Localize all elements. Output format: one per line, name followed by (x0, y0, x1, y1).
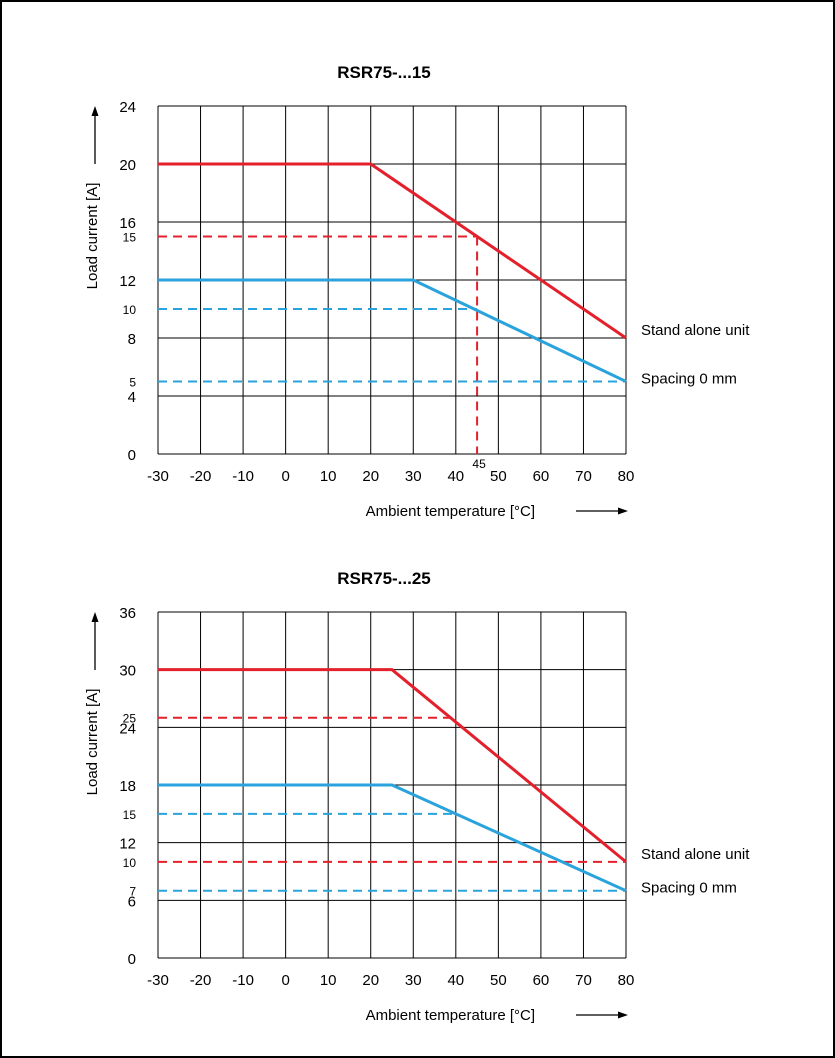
chart1-x-tick-label: -30 (147, 468, 169, 485)
chart2-y-tick-label: 30 (119, 663, 136, 680)
chart1-y-axis-arrow-head (91, 106, 99, 116)
chart2-x-axis-label: Ambient temperature [°C] (366, 1007, 535, 1024)
chart2-x-tick-label: 80 (618, 972, 635, 989)
chart1-x-tick-label: 50 (490, 468, 507, 485)
chart1-y-tick-label: 16 (119, 215, 136, 232)
chart1-y-tick-label: 4 (128, 389, 136, 406)
chart1-series-label-1: Stand alone unit (641, 322, 750, 339)
chart2-reference-label-10: 10 (123, 856, 137, 870)
chart2-reference-label-7: 7 (129, 885, 136, 899)
chart1-x-tick-label: 10 (320, 468, 337, 485)
chart1-reference-label-5: 5 (129, 376, 136, 390)
chart2-x-tick-label: 40 (447, 972, 464, 989)
chart1-y-tick-label: 8 (128, 331, 136, 348)
chart2-x-tick-label: 50 (490, 972, 507, 989)
chart1-series-label-2: Spacing 0 mm (641, 371, 737, 388)
chart2-x-tick-label: 30 (405, 972, 422, 989)
chart2-y-tick-label: 36 (119, 605, 136, 622)
chart1-y-axis-label: Load current [A] (84, 183, 101, 290)
chart1-x-tick-label: -20 (190, 468, 212, 485)
chart1-y-tick-label: 0 (128, 447, 136, 464)
chart2-reference-label-25: 25 (123, 712, 137, 726)
chart1-vertical-marker-label-45: 45 (472, 457, 486, 471)
chart2-y-axis-arrow-head (91, 612, 99, 622)
chart1-series-line-1 (158, 162, 627, 340)
chart2-x-axis-arrow-head (618, 1011, 628, 1019)
chart1-x-axis-label: Ambient temperature [°C] (366, 503, 535, 520)
chart1-title: RSR75-...15 (337, 63, 431, 82)
chart2-series-label-1: Stand alone unit (641, 846, 750, 863)
chart1-x-tick-label: 20 (362, 468, 379, 485)
chart2-y-tick-label: 24 (119, 720, 136, 737)
chart2-series-label-2: Spacing 0 mm (641, 880, 737, 897)
chart2-y-tick-label: 6 (128, 893, 136, 910)
chart1-x-tick-label: 60 (533, 468, 550, 485)
chart2-reference-label-15: 15 (123, 808, 137, 822)
chart1-x-tick-label: 70 (575, 468, 592, 485)
chart1-x-tick-label: 30 (405, 468, 422, 485)
chart1-x-axis-arrow-head (618, 507, 628, 515)
chart1-x-tick-label: 40 (447, 468, 464, 485)
chart1-x-tick-label: 0 (281, 468, 289, 485)
chart1-y-tick-label: 24 (119, 99, 136, 116)
chart2-x-tick-label: 20 (362, 972, 379, 989)
chart2-x-tick-label: -20 (190, 972, 212, 989)
chart2-y-tick-label: 0 (128, 951, 136, 968)
chart1-reference-label-10: 10 (123, 303, 137, 317)
chart1-x-tick-label: -10 (232, 468, 254, 485)
chart2-x-tick-label: 10 (320, 972, 337, 989)
chart1-reference-label-15: 15 (123, 231, 137, 245)
chart2-y-tick-label: 18 (119, 778, 136, 795)
chart1-series-line-2 (158, 278, 627, 383)
chart2-x-tick-label: 0 (281, 972, 289, 989)
chart2-y-axis-label: Load current [A] (84, 689, 101, 796)
chart2-title: RSR75-...25 (337, 569, 431, 588)
chart2-x-tick-label: -30 (147, 972, 169, 989)
chart1-x-tick-label: 80 (618, 468, 635, 485)
chart2-series-line-1 (158, 668, 627, 864)
chart2-x-tick-label: -10 (232, 972, 254, 989)
chart1-y-tick-label: 12 (119, 273, 136, 290)
chart2-x-tick-label: 70 (575, 972, 592, 989)
chart2-series-line-2 (158, 783, 627, 893)
chart2-x-tick-label: 60 (533, 972, 550, 989)
chart1-y-tick-label: 20 (119, 157, 136, 174)
chart2-y-tick-label: 12 (119, 836, 136, 853)
